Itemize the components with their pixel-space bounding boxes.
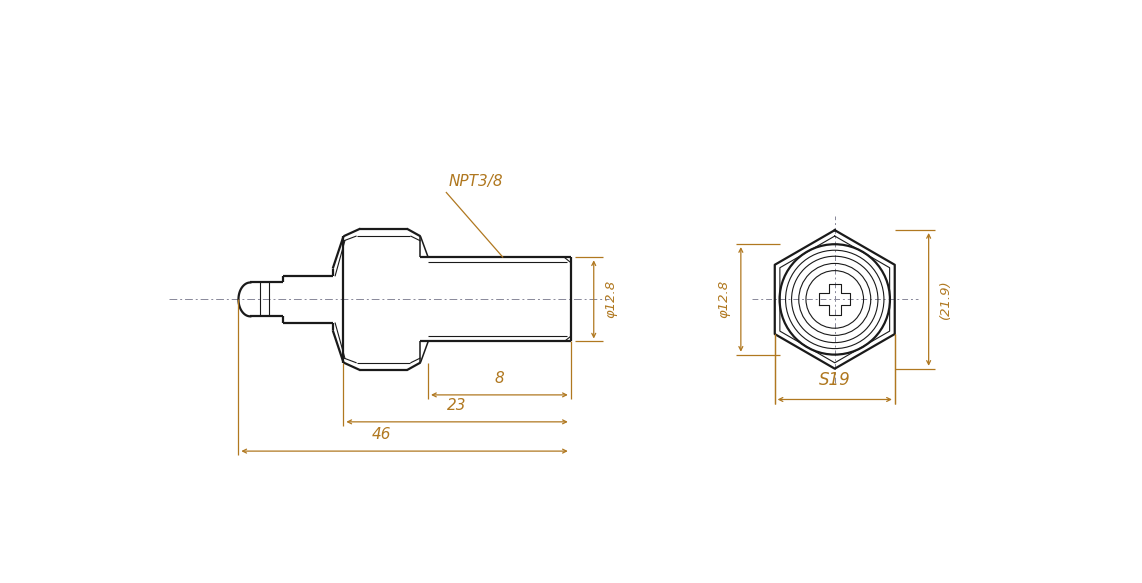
Text: 8: 8 bbox=[494, 371, 505, 386]
Text: φ12.8: φ12.8 bbox=[717, 280, 730, 318]
Text: S19: S19 bbox=[819, 371, 851, 389]
Text: 23: 23 bbox=[448, 398, 467, 413]
Text: NPT3/8: NPT3/8 bbox=[448, 174, 502, 189]
Text: φ12.8: φ12.8 bbox=[604, 280, 618, 318]
Text: (21.9): (21.9) bbox=[940, 280, 952, 319]
Text: 46: 46 bbox=[371, 427, 392, 442]
